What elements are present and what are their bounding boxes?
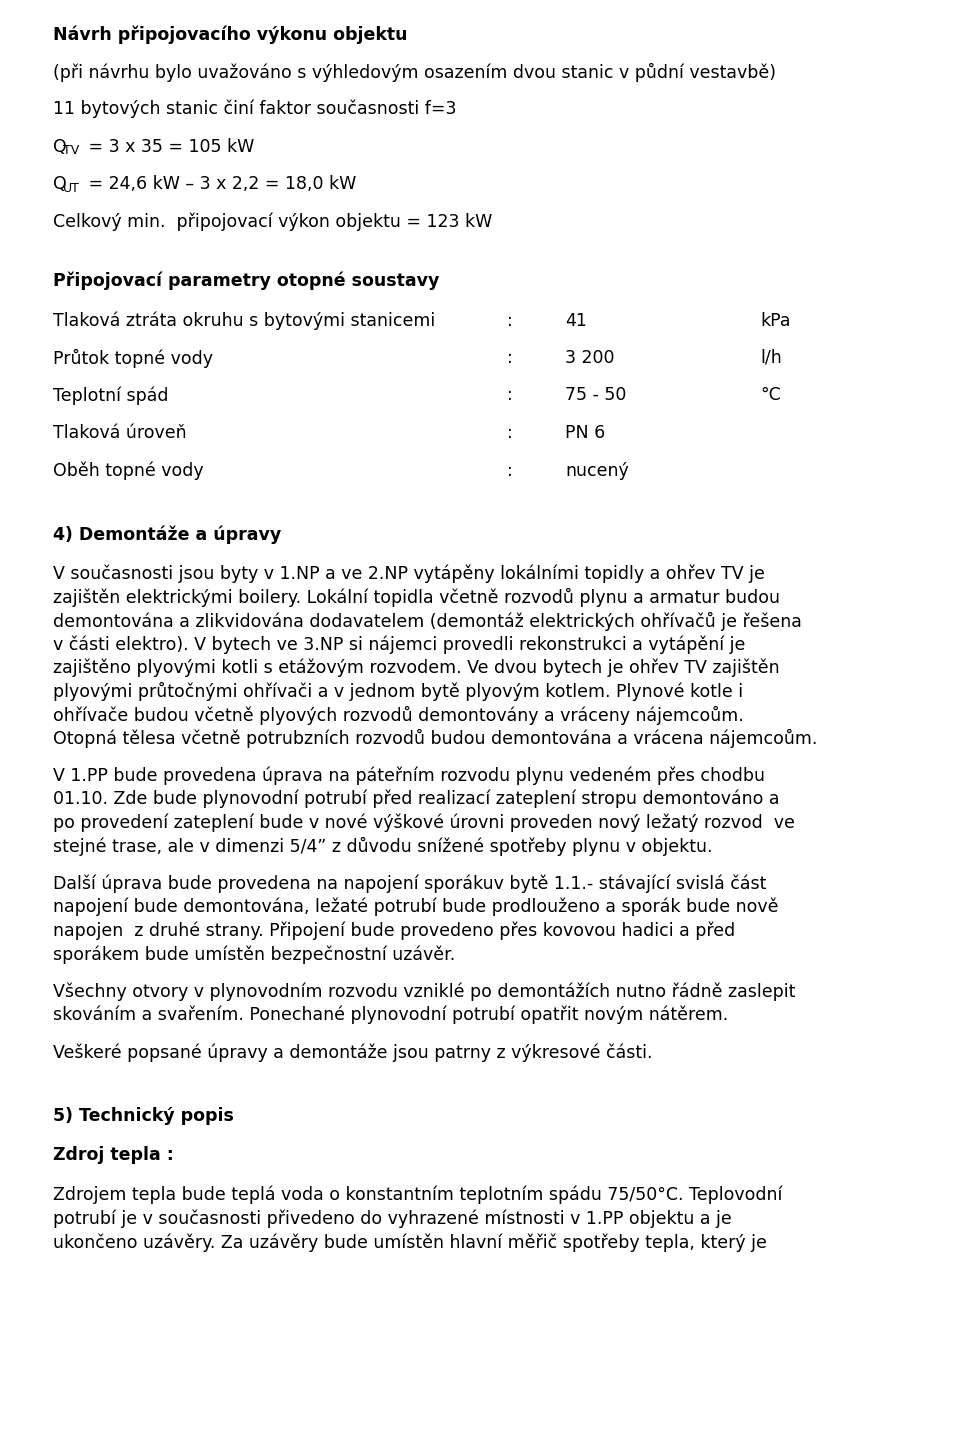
Text: V současnosti jsou byty v 1.NP a ve 2.NP vytápěny lokálními topidly a ohřev TV j: V současnosti jsou byty v 1.NP a ve 2.NP… xyxy=(53,564,765,583)
Text: po provedení zateplení bude v nové výškové úrovni proveden nový ležatý rozvod  v: po provedení zateplení bude v nové výško… xyxy=(53,814,795,831)
Text: skováním a svařením. Ponechané plynovodní potrubí opatřit novým nátěrem.: skováním a svařením. Ponechané plynovodn… xyxy=(53,1006,729,1025)
Text: Návrh připojovacího výkonu objektu: Návrh připojovacího výkonu objektu xyxy=(53,25,407,43)
Text: potrubí je v současnosti přivedeno do vyhrazené místnosti v 1.PP objektu a je: potrubí je v současnosti přivedeno do vy… xyxy=(53,1209,732,1228)
Text: = 24,6 kW – 3 x 2,2 = 18,0 kW: = 24,6 kW – 3 x 2,2 = 18,0 kW xyxy=(83,175,356,192)
Text: Další úprava bude provedena na napojení sporákuv bytě 1.1.- stávající svislá čás: Další úprava bude provedena na napojení … xyxy=(53,875,766,894)
Text: = 3 x 35 = 105 kW: = 3 x 35 = 105 kW xyxy=(83,137,254,156)
Text: zajištěn elektrickými boilery. Lokální topidla včetně rozvodů plynu a armatur bu: zajištěn elektrickými boilery. Lokální t… xyxy=(53,589,780,607)
Text: sporákem bude umístěn bezpečnostní uzávěr.: sporákem bude umístěn bezpečnostní uzávě… xyxy=(53,946,455,963)
Text: ukončeno uzávěry. Za uzávěry bude umístěn hlavní měřič spotřeby tepla, který je: ukončeno uzávěry. Za uzávěry bude umístě… xyxy=(53,1233,767,1251)
Text: 4) Demontáže a úpravy: 4) Demontáže a úpravy xyxy=(53,525,281,544)
Text: 75 - 50: 75 - 50 xyxy=(565,386,626,405)
Text: napojen  z druhé strany. Připojení bude provedeno přes kovovou hadici a před: napojen z druhé strany. Připojení bude p… xyxy=(53,921,735,940)
Text: ohřívače budou včetně plyových rozvodů demontovány a vráceny nájemcoům.: ohřívače budou včetně plyových rozvodů d… xyxy=(53,706,744,724)
Text: :: : xyxy=(507,461,513,480)
Text: PN 6: PN 6 xyxy=(565,424,605,442)
Text: :: : xyxy=(507,311,513,330)
Text: (při návrhu bylo uvažováno s výhledovým osazením dvou stanic v půdní vestavbě): (při návrhu bylo uvažováno s výhledovým … xyxy=(53,62,776,81)
Text: UT: UT xyxy=(63,182,80,195)
Text: Tlaková ztráta okruhu s bytovými stanicemi: Tlaková ztráta okruhu s bytovými stanice… xyxy=(53,311,435,330)
Text: 11 bytových stanic činí faktor současnosti f=3: 11 bytových stanic činí faktor současnos… xyxy=(53,100,457,119)
Text: demontována a zlikvidována dodavatelem (demontáž elektrických ohřívačů je řešena: demontována a zlikvidována dodavatelem (… xyxy=(53,612,802,630)
Text: Teplotní spád: Teplotní spád xyxy=(53,386,169,405)
Text: napojení bude demontována, ležaté potrubí bude prodlouženo a sporák bude nově: napojení bude demontována, ležaté potrub… xyxy=(53,898,779,917)
Text: kPa: kPa xyxy=(760,311,790,330)
Text: Q: Q xyxy=(53,175,67,192)
Text: Tlaková úroveň: Tlaková úroveň xyxy=(53,424,186,442)
Text: 01.10. Zde bude plynovodní potrubí před realizací zateplení stropu demontováno a: 01.10. Zde bude plynovodní potrubí před … xyxy=(53,790,780,808)
Text: Veškeré popsané úpravy a demontáže jsou patrny z výkresové části.: Veškeré popsané úpravy a demontáže jsou … xyxy=(53,1044,653,1061)
Text: zajištěno plyovými kotli s etážovým rozvodem. Ve dvou bytech je ohřev TV zajiště: zajištěno plyovými kotli s etážovým rozv… xyxy=(53,658,780,677)
Text: Celkový min.  připojovací výkon objektu = 123 kW: Celkový min. připojovací výkon objektu =… xyxy=(53,213,492,231)
Text: 5) Technický popis: 5) Technický popis xyxy=(53,1108,234,1125)
Text: l/h: l/h xyxy=(760,348,781,367)
Text: Zdroj tepla :: Zdroj tepla : xyxy=(53,1147,174,1164)
Text: Q: Q xyxy=(53,137,67,156)
Text: Připojovací parametry otopné soustavy: Připojovací parametry otopné soustavy xyxy=(53,272,440,291)
Text: V 1.PP bude provedena úprava na páteřním rozvodu plynu vedeném přes chodbu: V 1.PP bude provedena úprava na páteřním… xyxy=(53,766,765,785)
Text: :: : xyxy=(507,424,513,442)
Text: Zdrojem tepla bude teplá voda o konstantním teplotním spádu 75/50°C. Teplovodní: Zdrojem tepla bude teplá voda o konstant… xyxy=(53,1186,782,1205)
Text: °C: °C xyxy=(760,386,780,405)
Text: plyovými průtočnými ohřívači a v jednom bytě plyovým kotlem. Plynové kotle i: plyovými průtočnými ohřívači a v jednom … xyxy=(53,683,743,701)
Text: stejné trase, ale v dimenzi 5/4” z důvodu snížené spotřeby plynu v objektu.: stejné trase, ale v dimenzi 5/4” z důvod… xyxy=(53,837,712,856)
Text: Oběh topné vody: Oběh topné vody xyxy=(53,461,204,480)
Text: 3 200: 3 200 xyxy=(565,348,614,367)
Text: Otopná tělesa včetně potrubzních rozvodů budou demontována a vrácena nájemcoům.: Otopná tělesa včetně potrubzních rozvodů… xyxy=(53,729,817,748)
Text: Všechny otvory v plynovodním rozvodu vzniklé po demontážích nutno řádně zaslepit: Všechny otvory v plynovodním rozvodu vzn… xyxy=(53,982,796,1001)
Text: :: : xyxy=(507,348,513,367)
Text: v části elektro). V bytech ve 3.NP si nájemci provedli rekonstrukci a vytápění j: v části elektro). V bytech ve 3.NP si ná… xyxy=(53,635,745,654)
Text: TV: TV xyxy=(63,145,80,158)
Text: Průtok topné vody: Průtok topné vody xyxy=(53,348,213,369)
Text: :: : xyxy=(507,386,513,405)
Text: 41: 41 xyxy=(565,311,587,330)
Text: nucený: nucený xyxy=(565,461,629,480)
